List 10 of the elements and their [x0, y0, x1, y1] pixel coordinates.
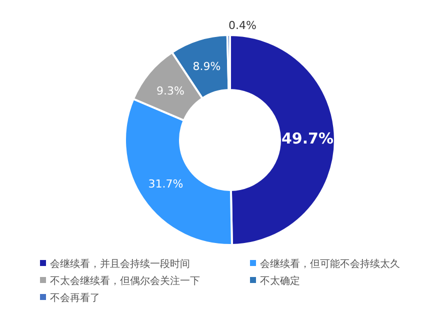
data-label: 49.7% — [281, 129, 334, 148]
legend-label: 会继续看，但可能不会持续太久 — [260, 258, 400, 270]
legend-label: 不太确定 — [260, 275, 300, 287]
data-label: 0.4% — [228, 19, 257, 32]
legend-label: 会继续看，并且会持续一段时间 — [50, 258, 190, 270]
legend-label: 不会再看了 — [50, 292, 100, 304]
data-label: 31.7% — [148, 177, 184, 190]
data-label: 8.9% — [192, 60, 221, 74]
legend-label: 不太会继续看，但偶尔会关注一下 — [50, 275, 200, 287]
data-label: 9.3% — [156, 84, 184, 98]
